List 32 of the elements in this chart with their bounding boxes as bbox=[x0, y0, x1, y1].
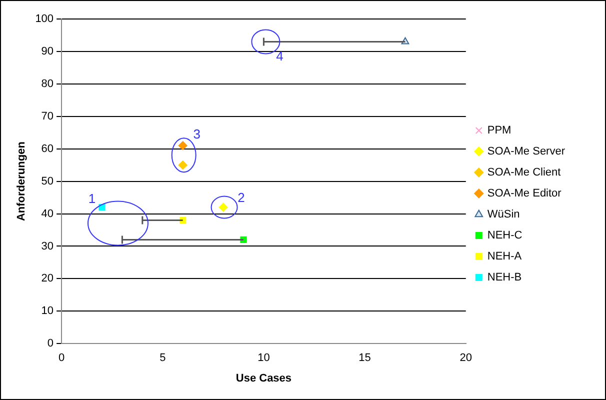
legend-label: WüSin bbox=[487, 208, 520, 221]
x-tick-label: 20 bbox=[460, 352, 472, 364]
annotation: 2 bbox=[238, 190, 245, 205]
y-tick-label: 100 bbox=[35, 13, 54, 26]
x-tick-label: 10 bbox=[258, 352, 270, 364]
y-tick-label: 60 bbox=[41, 142, 54, 155]
y-tick-label: 10 bbox=[41, 305, 54, 318]
y-tick-label: 0 bbox=[47, 338, 54, 350]
annotation: 4 bbox=[276, 48, 284, 64]
y-tick-label: 20 bbox=[41, 272, 54, 285]
point bbox=[178, 141, 188, 150]
y-tick-label: 40 bbox=[41, 208, 54, 220]
annotation: 3 bbox=[193, 126, 200, 142]
y-tick-label: 90 bbox=[41, 45, 54, 58]
legend-label: NEH-B bbox=[487, 272, 522, 284]
y-axis-title: Anforderungen bbox=[16, 141, 28, 222]
x-tick-label: 5 bbox=[160, 352, 166, 364]
x-tick-label: 15 bbox=[358, 352, 371, 364]
y-tick-label: 70 bbox=[41, 110, 54, 122]
legend-label: SOA-Me Editor bbox=[487, 188, 562, 200]
legend-label: NEH-C bbox=[487, 230, 522, 242]
y-tick-label: 80 bbox=[41, 78, 54, 90]
legend-label: SOA-Me Server bbox=[487, 146, 566, 158]
legend-label: NEH-A bbox=[487, 250, 522, 263]
y-tick-label: 50 bbox=[41, 175, 54, 188]
x-axis-title: Use Cases bbox=[236, 372, 292, 384]
legend-label: SOA-Me Client bbox=[487, 166, 561, 179]
legend-label: PPM bbox=[487, 124, 512, 137]
point bbox=[178, 160, 188, 170]
y-tick-label: 30 bbox=[41, 240, 54, 252]
annotation: 1 bbox=[88, 190, 96, 206]
x-tick-label: 0 bbox=[58, 352, 65, 364]
